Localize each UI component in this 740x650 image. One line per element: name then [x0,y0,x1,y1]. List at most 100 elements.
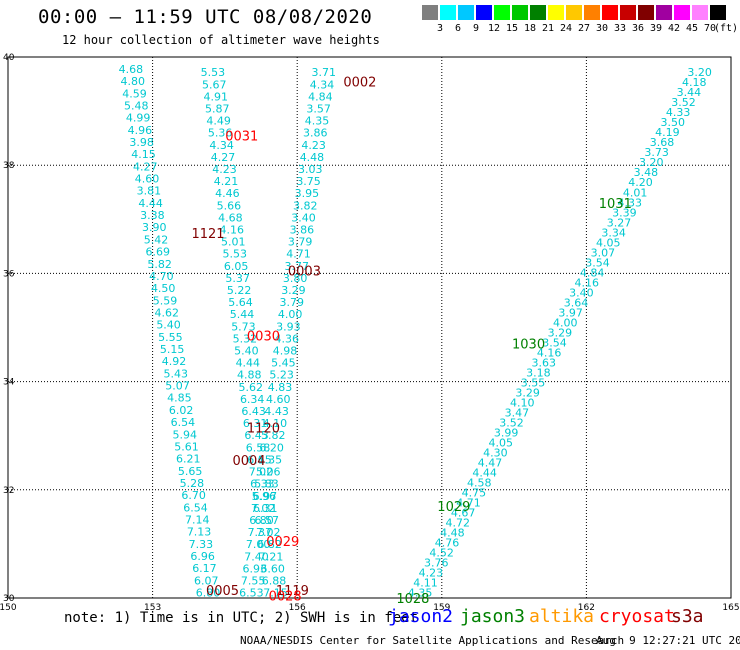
color-swatch [494,5,510,20]
wave-height-value: 6.57 [255,514,280,527]
time-label: 1121 [191,227,224,242]
wave-height-value: 4.23 [212,163,237,176]
chart-title: 00:00 – 11:59 UTC 08/08/2020 [38,6,373,28]
y-tick-label: 36 [3,269,15,279]
wave-height-value: 3.73 [644,146,669,159]
wave-height-value: 6.70 [181,489,206,502]
color-swatch [530,5,546,20]
wave-height-value: 4.75 [462,487,487,500]
wave-height-value: 4.34 [209,139,234,152]
wave-height-value: 3.64 [564,296,589,309]
wave-height-value: 4.10 [263,417,288,430]
wave-height-value: 5.40 [234,345,259,358]
wave-height-value: 4.23 [419,567,444,580]
time-label: 1120 [247,422,280,437]
wave-height-value: 7.02 [249,466,274,479]
wave-height-value: 6.80 [196,587,221,600]
wave-height-value: 4.16 [220,223,245,236]
color-scale-label: 42 [667,23,681,34]
wave-height-value: 3.82 [293,199,318,212]
time-label: 1119 [276,584,309,599]
wave-height-value: 4.30 [483,446,508,459]
satellite-label-jason2: jason2 [388,606,454,627]
wave-height-value: 4.71 [286,248,311,261]
wave-height-value: 3.99 [494,426,519,439]
wave-height-value: 5.28 [180,477,205,490]
wave-height-value: 4.00 [553,316,578,329]
wave-height-value: 4.50 [151,282,176,295]
wave-height-value: 4.19 [655,126,680,139]
color-swatch [458,5,474,20]
wave-height-value: 7.37 [248,526,273,539]
time-label: 0030 [247,330,280,345]
time-label: 1028 [396,592,429,607]
wave-height-value: 5.43 [163,367,188,380]
wave-height-value: 5.32 [233,332,258,345]
wave-height-value: 5.22 [227,284,252,297]
wave-height-value: 5.82 [261,429,286,442]
wave-height-value: 5.66 [217,199,242,212]
wave-height-value: 6.69 [146,246,171,259]
wave-height-value: 3.27 [607,216,632,229]
wave-height-value: 7.21 [259,550,284,563]
color-swatch [692,5,708,20]
wave-height-value: 4.47 [478,456,503,469]
time-label: 1030 [512,338,545,353]
wave-height-value: 6.97 [253,490,278,503]
wave-height-value: 4.96 [128,124,153,137]
wave-height-value: 3.71 [311,66,336,79]
color-scale-label: 70 [703,23,717,34]
color-scale-unit: (ft) [714,23,739,34]
wave-height-value: 6.43 [241,405,266,418]
wave-height-value: 3.81 [137,185,162,198]
wave-height-value: 7.14 [185,514,210,527]
wave-height-value: 5.96 [252,490,277,503]
time-label: 0029 [266,535,299,550]
wave-height-value: 4.01 [623,186,648,199]
wave-height-value: 4.34 [310,78,335,91]
wave-height-value: 3.55 [521,376,546,389]
color-swatch [602,5,618,20]
wave-height-value: 4.11 [413,577,438,590]
y-tick-label: 34 [3,378,15,388]
wave-height-value: 4.72 [445,517,470,530]
satellite-label-jason3: jason3 [460,606,526,627]
color-scale-label: 15 [505,23,519,34]
wave-height-value: 4.83 [268,381,293,394]
time-label: 0003 [288,265,321,280]
wave-height-value: 4.16 [537,346,562,359]
wave-height-value: 5.01 [221,236,246,249]
wave-height-value: 5.15 [160,343,185,356]
wave-height-value: 4.35 [305,115,330,128]
wave-height-value: 4.91 [204,90,229,103]
wave-height-value: 7.15 [263,587,288,600]
credit-text: NOAA/NESDIS Center for Satellite Applica… [240,634,625,647]
wave-height-value: 4.44 [236,357,261,370]
color-swatch [422,5,438,20]
footer-note: note: 1) Time is in UTC; 2) SWH is in fe… [64,610,419,626]
wave-height-value: 4.60 [135,173,160,186]
color-scale-label: 27 [577,23,591,34]
wave-height-value: 4.60 [266,393,291,406]
time-label: 0005 [206,584,239,599]
wave-height-value: 5.37 [225,272,250,285]
wave-height-value: 4.15 [131,148,156,161]
wave-height-value: 4.20 [628,176,653,189]
wave-height-value: 6.07 [194,574,219,587]
wave-height-value: 4.00 [278,308,303,321]
wave-height-value: 3.93 [276,320,301,333]
wave-height-value: 4.84 [308,90,333,103]
wave-height-value: 4.05 [596,236,621,249]
color-swatch [620,5,636,20]
wave-height-value: 7.02 [251,502,276,515]
wave-height-value: 3.20 [687,66,712,79]
wave-height-value: 6.54 [183,501,208,514]
wave-height-value: 5.83 [254,478,279,491]
wave-height-value: 4.88 [237,369,262,382]
wave-height-value: 3.76 [424,557,449,570]
wave-height-value: 4.33 [618,196,643,209]
color-swatch [710,5,726,20]
wave-height-value: 5.73 [231,320,256,333]
wave-height-value: 6.34 [240,393,265,406]
